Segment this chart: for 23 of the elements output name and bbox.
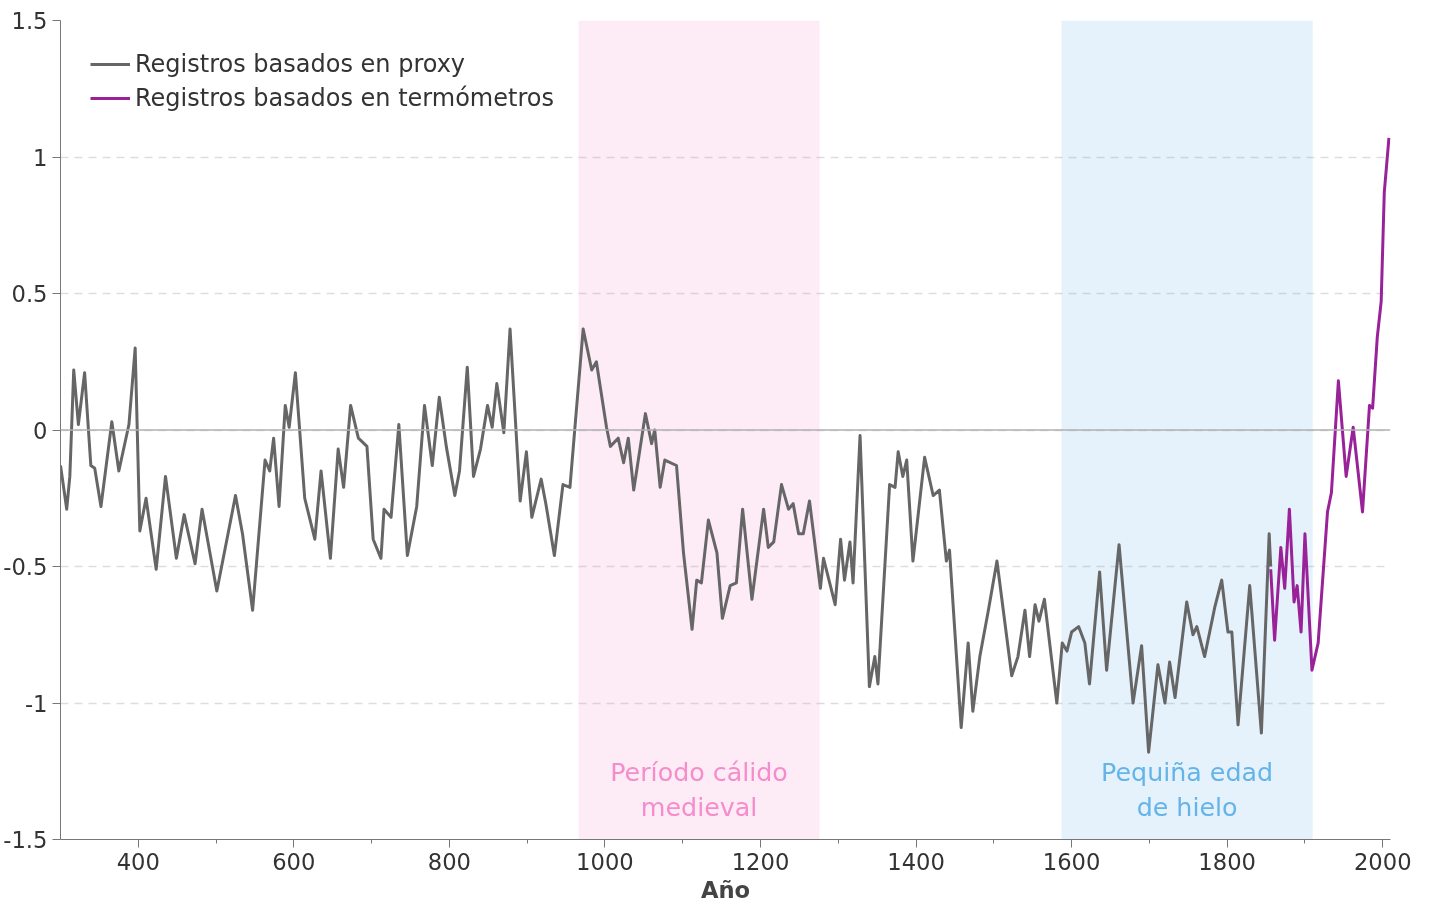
line-series: [1269, 136, 1391, 672]
y-tick-label: 0: [33, 417, 48, 444]
x-tick-label: 800: [427, 848, 472, 875]
y-tick-label: -1: [24, 690, 48, 717]
x-tick-label: 2000: [1353, 848, 1412, 875]
band-label: Pequiña edad de hielo: [1101, 757, 1274, 822]
y-tick-label: 1: [33, 144, 48, 171]
y-tick-label: 0.5: [11, 281, 48, 307]
band-label: Período cálido medieval: [610, 757, 788, 822]
x-tick-label: 1400: [887, 848, 945, 875]
x-tick-label: 600: [272, 848, 316, 875]
y-tick-label: -0.5: [3, 554, 48, 580]
legend-label: Registros basados en termómetros: [135, 84, 554, 112]
x-tick-label: 1200: [731, 848, 790, 875]
y-tick-label: 1.5: [11, 8, 48, 34]
x-tick-label: 1800: [1198, 848, 1257, 875]
x-tick-label: 400: [116, 848, 160, 875]
x-tick-label: 1000: [576, 848, 634, 875]
legend-label: Registros basados en proxy: [135, 50, 466, 78]
x-tick-label: 1600: [1042, 848, 1101, 875]
x-axis-title: Año: [700, 876, 751, 903]
y-tick-label: -1.5: [3, 827, 48, 853]
line-series: [60, 327, 1273, 754]
